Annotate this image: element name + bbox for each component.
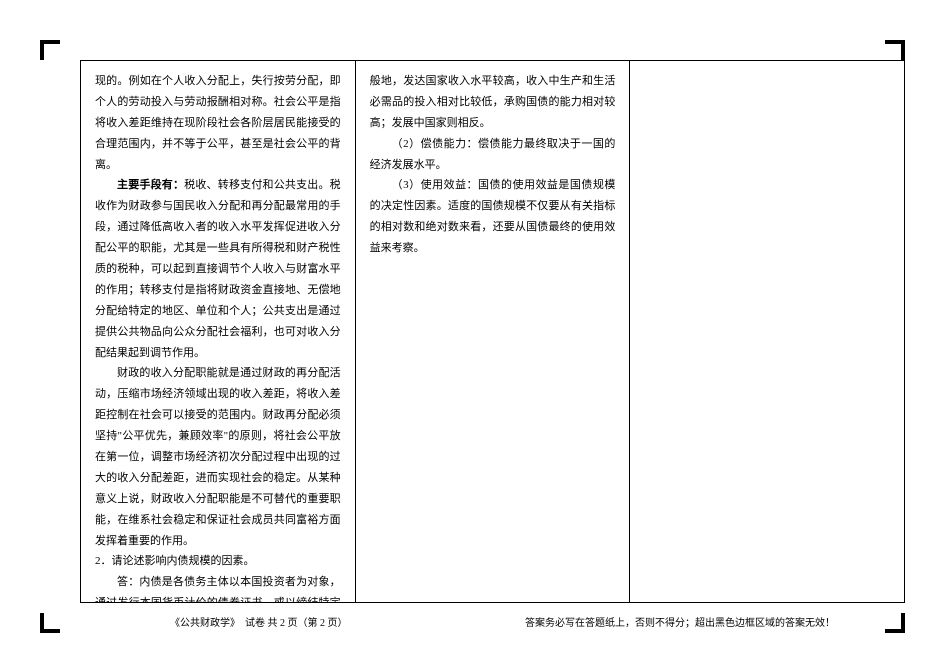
column-2: 般地，发达国家收入水平较高，收入中生产和生活必需品的投入相对比较低，承购国债的能… bbox=[355, 61, 630, 602]
crop-mark bbox=[40, 613, 44, 633]
question-2: 2．请论述影响内债规模的因素。 bbox=[95, 551, 341, 572]
content-frame: 现的。例如在个人收入分配上，失行按劳分配，即个人的劳动投入与劳动报酬相对称。社会… bbox=[80, 60, 905, 603]
column-1: 现的。例如在个人收入分配上，失行按劳分配，即个人的劳动投入与劳动报酬相对称。社会… bbox=[81, 61, 355, 602]
col1-p1: 现的。例如在个人收入分配上，失行按劳分配，即个人的劳动投入与劳动报酬相对称。社会… bbox=[95, 71, 341, 175]
col1-p4: 答：内债是各债务主体以本国投资者为对象，通过发行本国货币计价的债券证书，或以缔结… bbox=[95, 572, 341, 602]
col1-p2-rest: 税收、转移支付和公共支出。税收作为财政参与国民收入分配和再分配最常用的手段，通过… bbox=[95, 179, 341, 358]
page-footer: 《公共财政学》 试卷 共 2 页（第 2 页） 答案务必写在答题纸上，否则不得分… bbox=[80, 614, 905, 629]
footer-left: 《公共财政学》 试卷 共 2 页（第 2 页） bbox=[80, 614, 348, 629]
crop-mark bbox=[901, 40, 905, 60]
footer-right: 答案务必写在答题纸上，否则不得分；超出黑色边框区域的答案无效！ bbox=[525, 614, 905, 629]
col1-p3: 财政的收入分配职能就是通过财政的再分配活动，压缩市场经济领域出现的收入差距，将收… bbox=[95, 363, 341, 551]
col2-p2: （2）偿债能力：偿债能力最终取决于一国的经济发展水平。 bbox=[370, 134, 616, 176]
col1-p2-label: 主要手段有： bbox=[117, 179, 184, 191]
col2-p1: 般地，发达国家收入水平较高，收入中生产和生活必需品的投入相对比较低，承购国债的能… bbox=[370, 71, 616, 134]
col2-p3: （3）使用效益：国债的使用效益是国债规模的决定性因素。适度的国债规模不仅要从有关… bbox=[370, 175, 616, 259]
crop-mark bbox=[40, 40, 44, 60]
col1-p2: 主要手段有：税收、转移支付和公共支出。税收作为财政参与国民收入分配和再分配最常用… bbox=[95, 175, 341, 363]
column-3 bbox=[629, 61, 904, 602]
